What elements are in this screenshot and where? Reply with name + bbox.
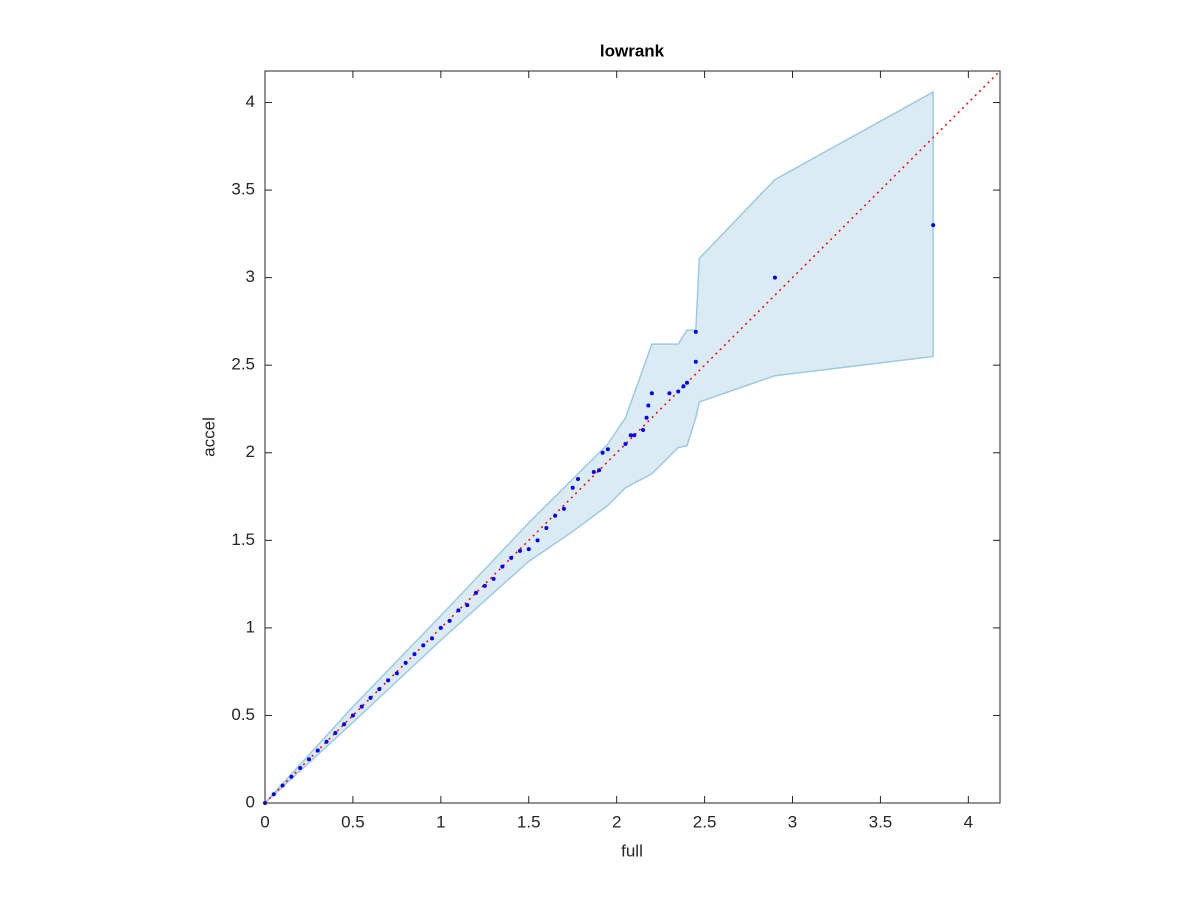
data-point	[570, 485, 575, 490]
data-point	[342, 722, 347, 727]
data-point	[931, 223, 936, 228]
data-point	[681, 384, 686, 389]
data-point	[280, 783, 285, 788]
y-tick-label: 0	[246, 792, 255, 811]
data-point	[377, 687, 382, 692]
y-tick-label: 2.5	[231, 355, 255, 374]
y-axis-label: accel	[199, 417, 218, 457]
x-tick-label: 1	[436, 812, 445, 831]
x-tick-label: 0.5	[341, 812, 365, 831]
y-tick-label: 3.5	[231, 180, 255, 199]
data-point	[394, 671, 399, 676]
x-tick-label: 3.5	[869, 812, 893, 831]
data-point	[474, 590, 479, 595]
data-point	[772, 275, 777, 280]
data-point	[298, 765, 303, 770]
data-point	[693, 329, 698, 334]
data-point	[597, 468, 602, 473]
data-point	[644, 415, 649, 420]
data-point	[667, 391, 672, 396]
data-point	[575, 477, 580, 482]
data-point	[465, 603, 470, 608]
data-point	[623, 442, 628, 447]
data-point	[632, 433, 637, 438]
data-point	[646, 403, 651, 408]
data-point	[526, 547, 531, 552]
data-point	[685, 380, 690, 385]
data-point	[482, 583, 487, 588]
x-tick-label: 4	[964, 812, 973, 831]
chart-title: lowrank	[600, 41, 665, 60]
y-tick-label: 2	[246, 442, 255, 461]
data-point	[289, 774, 294, 779]
data-point	[517, 548, 522, 553]
data-point	[605, 447, 610, 452]
data-point	[368, 695, 373, 700]
y-tick-label: 1.5	[231, 530, 255, 549]
y-tick-label: 4	[246, 92, 255, 111]
data-point	[544, 526, 549, 531]
x-axis-label: full	[621, 841, 643, 860]
data-point	[456, 608, 461, 613]
data-point	[641, 427, 646, 432]
data-point	[350, 713, 355, 718]
x-tick-label: 0	[260, 812, 269, 831]
data-point	[271, 792, 276, 797]
data-point	[491, 576, 496, 581]
data-point	[628, 433, 633, 438]
confidence-band	[264, 90, 934, 804]
data-point	[386, 678, 391, 683]
data-point	[447, 618, 452, 623]
data-point	[403, 660, 408, 665]
data-point	[561, 506, 566, 511]
data-point	[315, 748, 320, 753]
x-tick-label: 2	[612, 812, 621, 831]
data-point	[509, 555, 514, 560]
reference-line	[264, 70, 1001, 804]
data-point	[676, 389, 681, 394]
data-point	[359, 704, 364, 709]
data-point	[333, 730, 338, 735]
y-tick-label: 3	[246, 267, 255, 286]
y-tick-label: 1	[246, 617, 255, 636]
data-point	[421, 643, 426, 648]
data-point	[591, 470, 596, 475]
data-point	[600, 450, 605, 455]
y-tick-label: 0.5	[231, 705, 255, 724]
data-point	[693, 359, 698, 364]
x-tick-label: 1.5	[517, 812, 541, 831]
data-point	[535, 538, 540, 543]
data-point	[649, 391, 654, 396]
x-tick-label: 2.5	[693, 812, 717, 831]
x-tick-label: 3	[788, 812, 797, 831]
data-point	[430, 636, 435, 641]
plot-frame	[264, 70, 1001, 804]
data-point	[306, 757, 311, 762]
data-point	[412, 652, 417, 657]
data-point	[438, 625, 443, 630]
data-point	[324, 739, 329, 744]
data-point	[500, 564, 505, 569]
data-point	[553, 513, 558, 518]
